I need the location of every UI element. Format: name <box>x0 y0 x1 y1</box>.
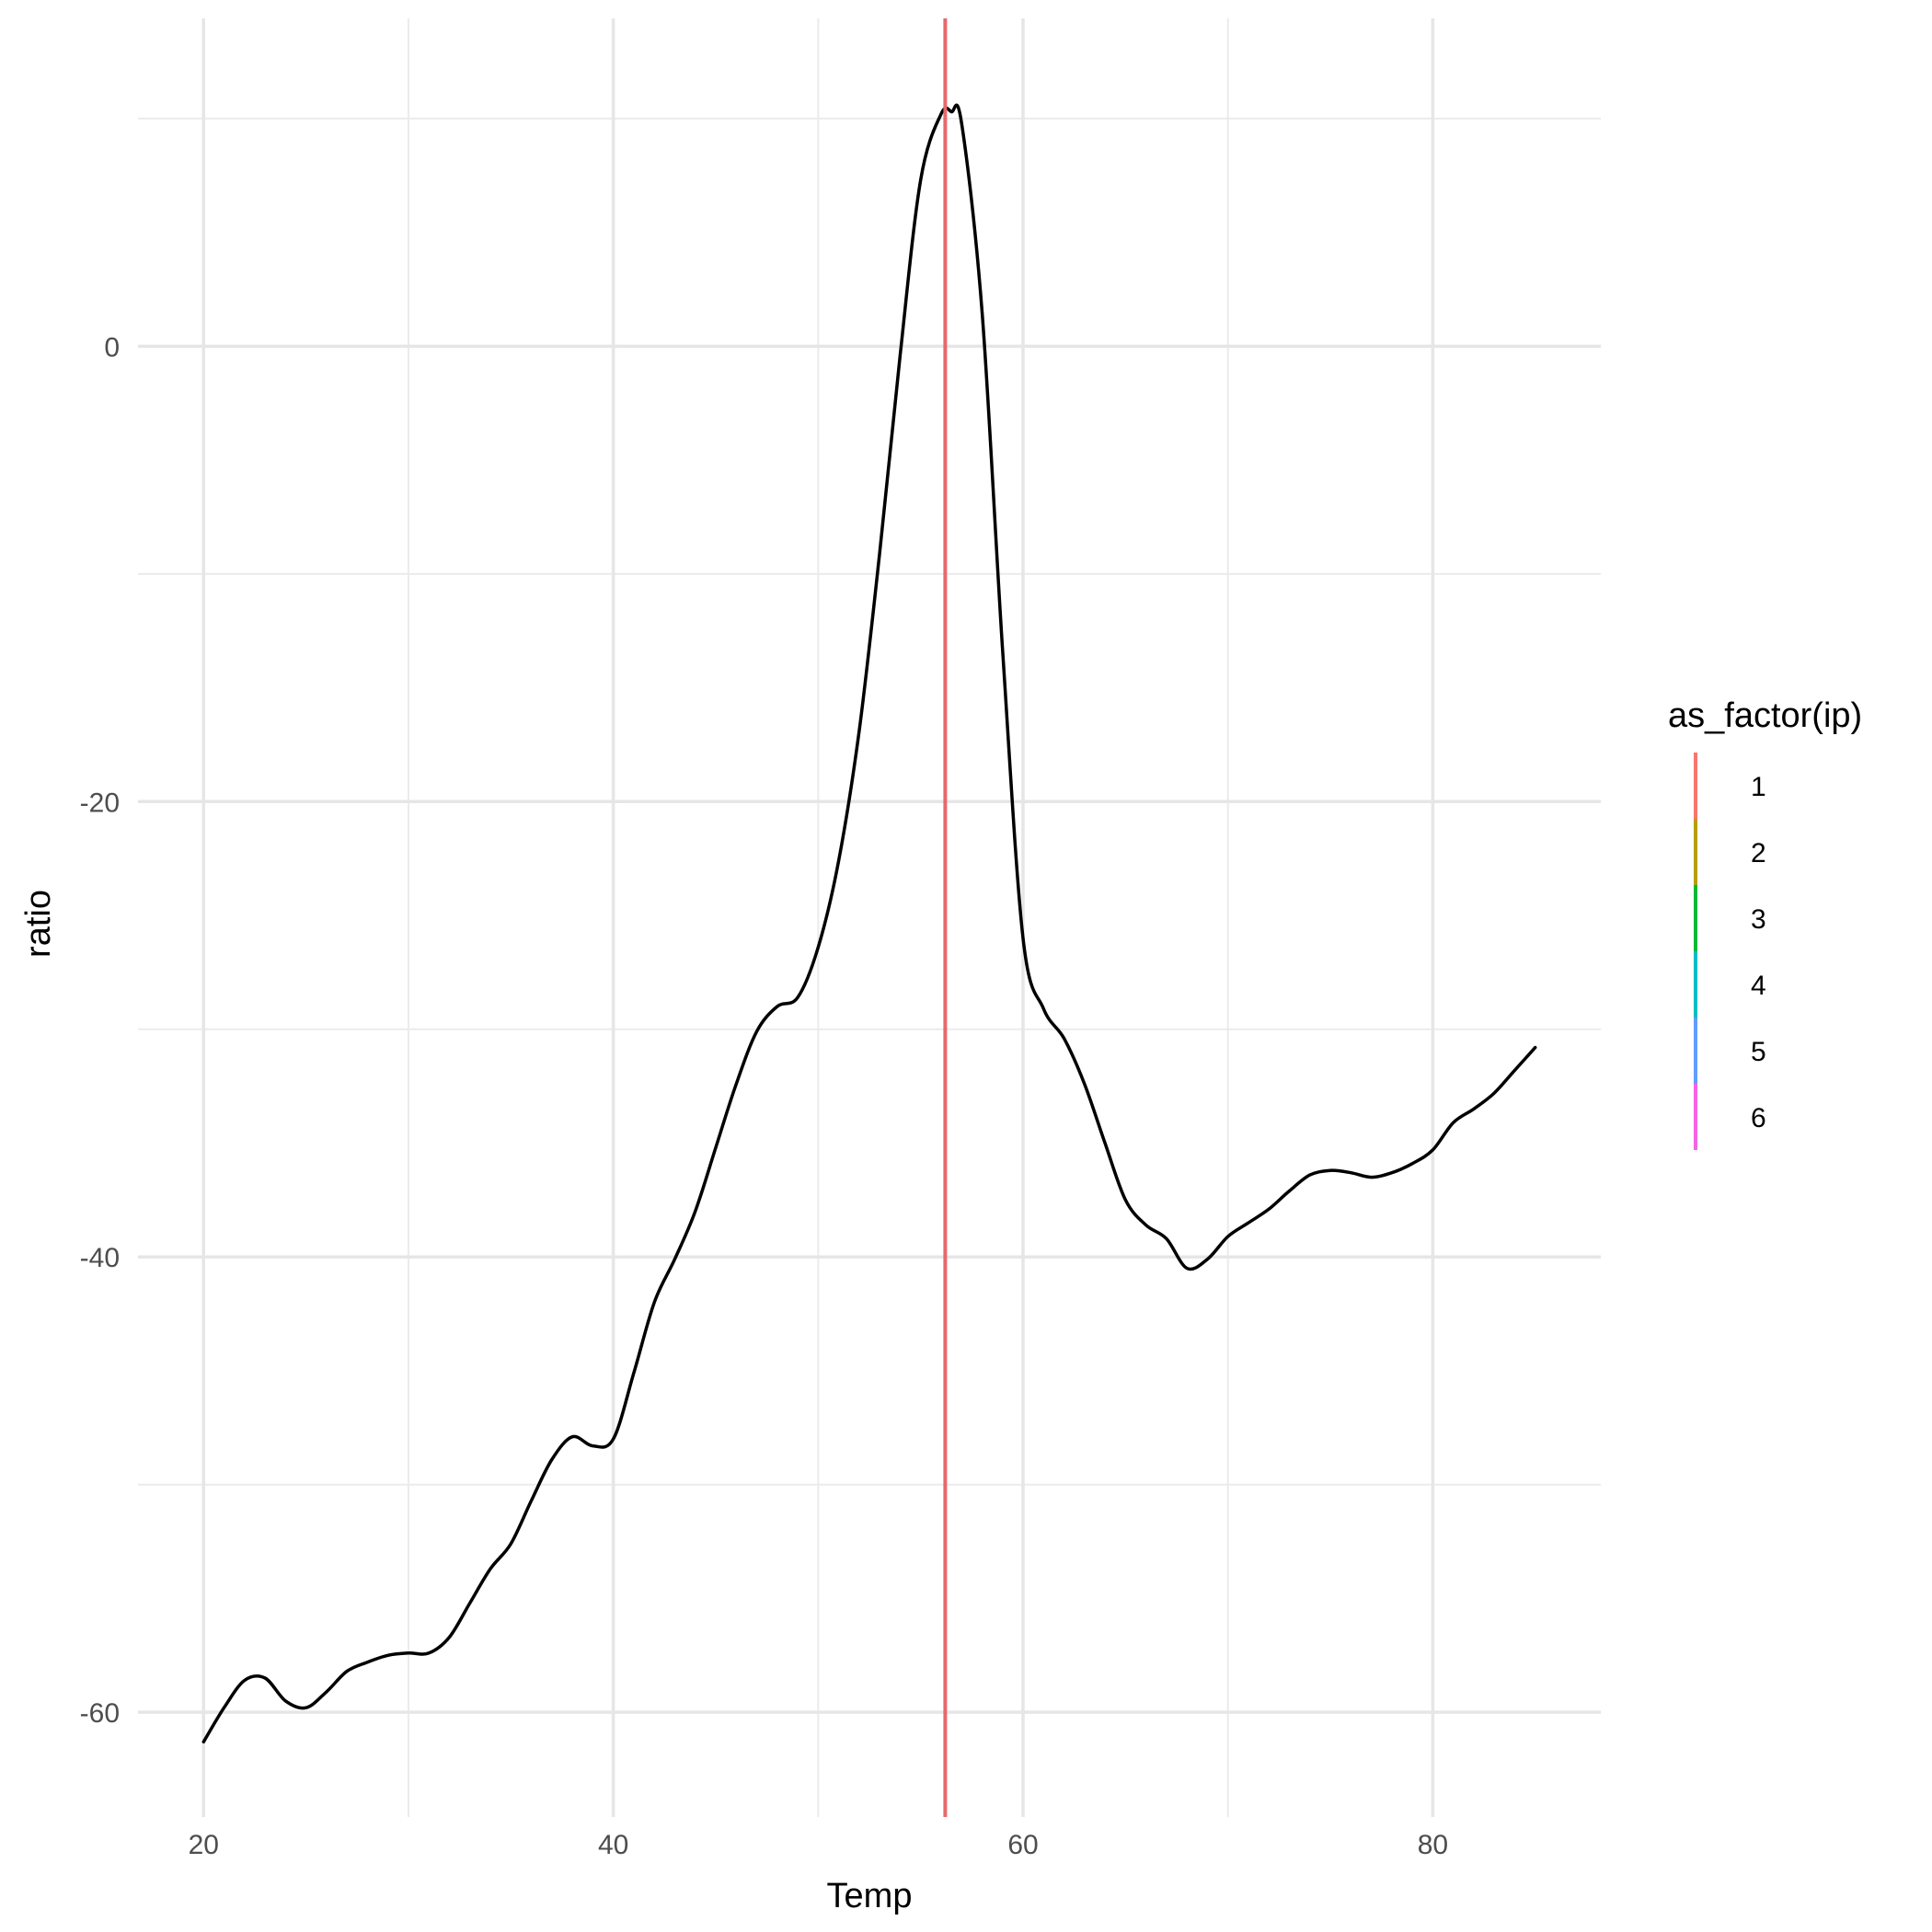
legend-label: 5 <box>1751 1037 1766 1067</box>
y-tick-label: -20 <box>80 788 120 818</box>
x-axis-title: Temp <box>827 1877 913 1915</box>
x-tick-labels: 20 40 60 80 <box>189 1830 1449 1860</box>
legend-label: 1 <box>1751 772 1766 802</box>
y-tick-label: 0 <box>104 332 120 362</box>
x-tick-label: 80 <box>1418 1830 1448 1860</box>
series-lines <box>201 103 1537 1744</box>
legend-items: 1 2 3 4 5 6 <box>1694 753 1766 1150</box>
x-tick-label: 60 <box>1007 1830 1038 1860</box>
major-grid <box>138 18 1601 1817</box>
legend-label: 4 <box>1751 971 1766 1001</box>
legend-title: as_factor(ip) <box>1668 696 1862 735</box>
series-line <box>201 103 1537 1744</box>
legend-label: 6 <box>1751 1103 1766 1133</box>
minor-grid <box>138 18 1601 1817</box>
legend-label: 2 <box>1751 838 1766 868</box>
x-tick-label: 20 <box>189 1830 219 1860</box>
y-tick-label: -40 <box>80 1243 120 1273</box>
x-tick-label: 40 <box>598 1830 628 1860</box>
y-tick-label: -60 <box>80 1698 120 1729</box>
legend-label: 3 <box>1751 904 1766 935</box>
y-axis-title: ratio <box>19 890 58 958</box>
y-tick-labels: -60 -40 -20 0 <box>80 332 120 1729</box>
legend: as_factor(ip) 1 2 3 4 5 6 <box>1668 696 1862 1150</box>
